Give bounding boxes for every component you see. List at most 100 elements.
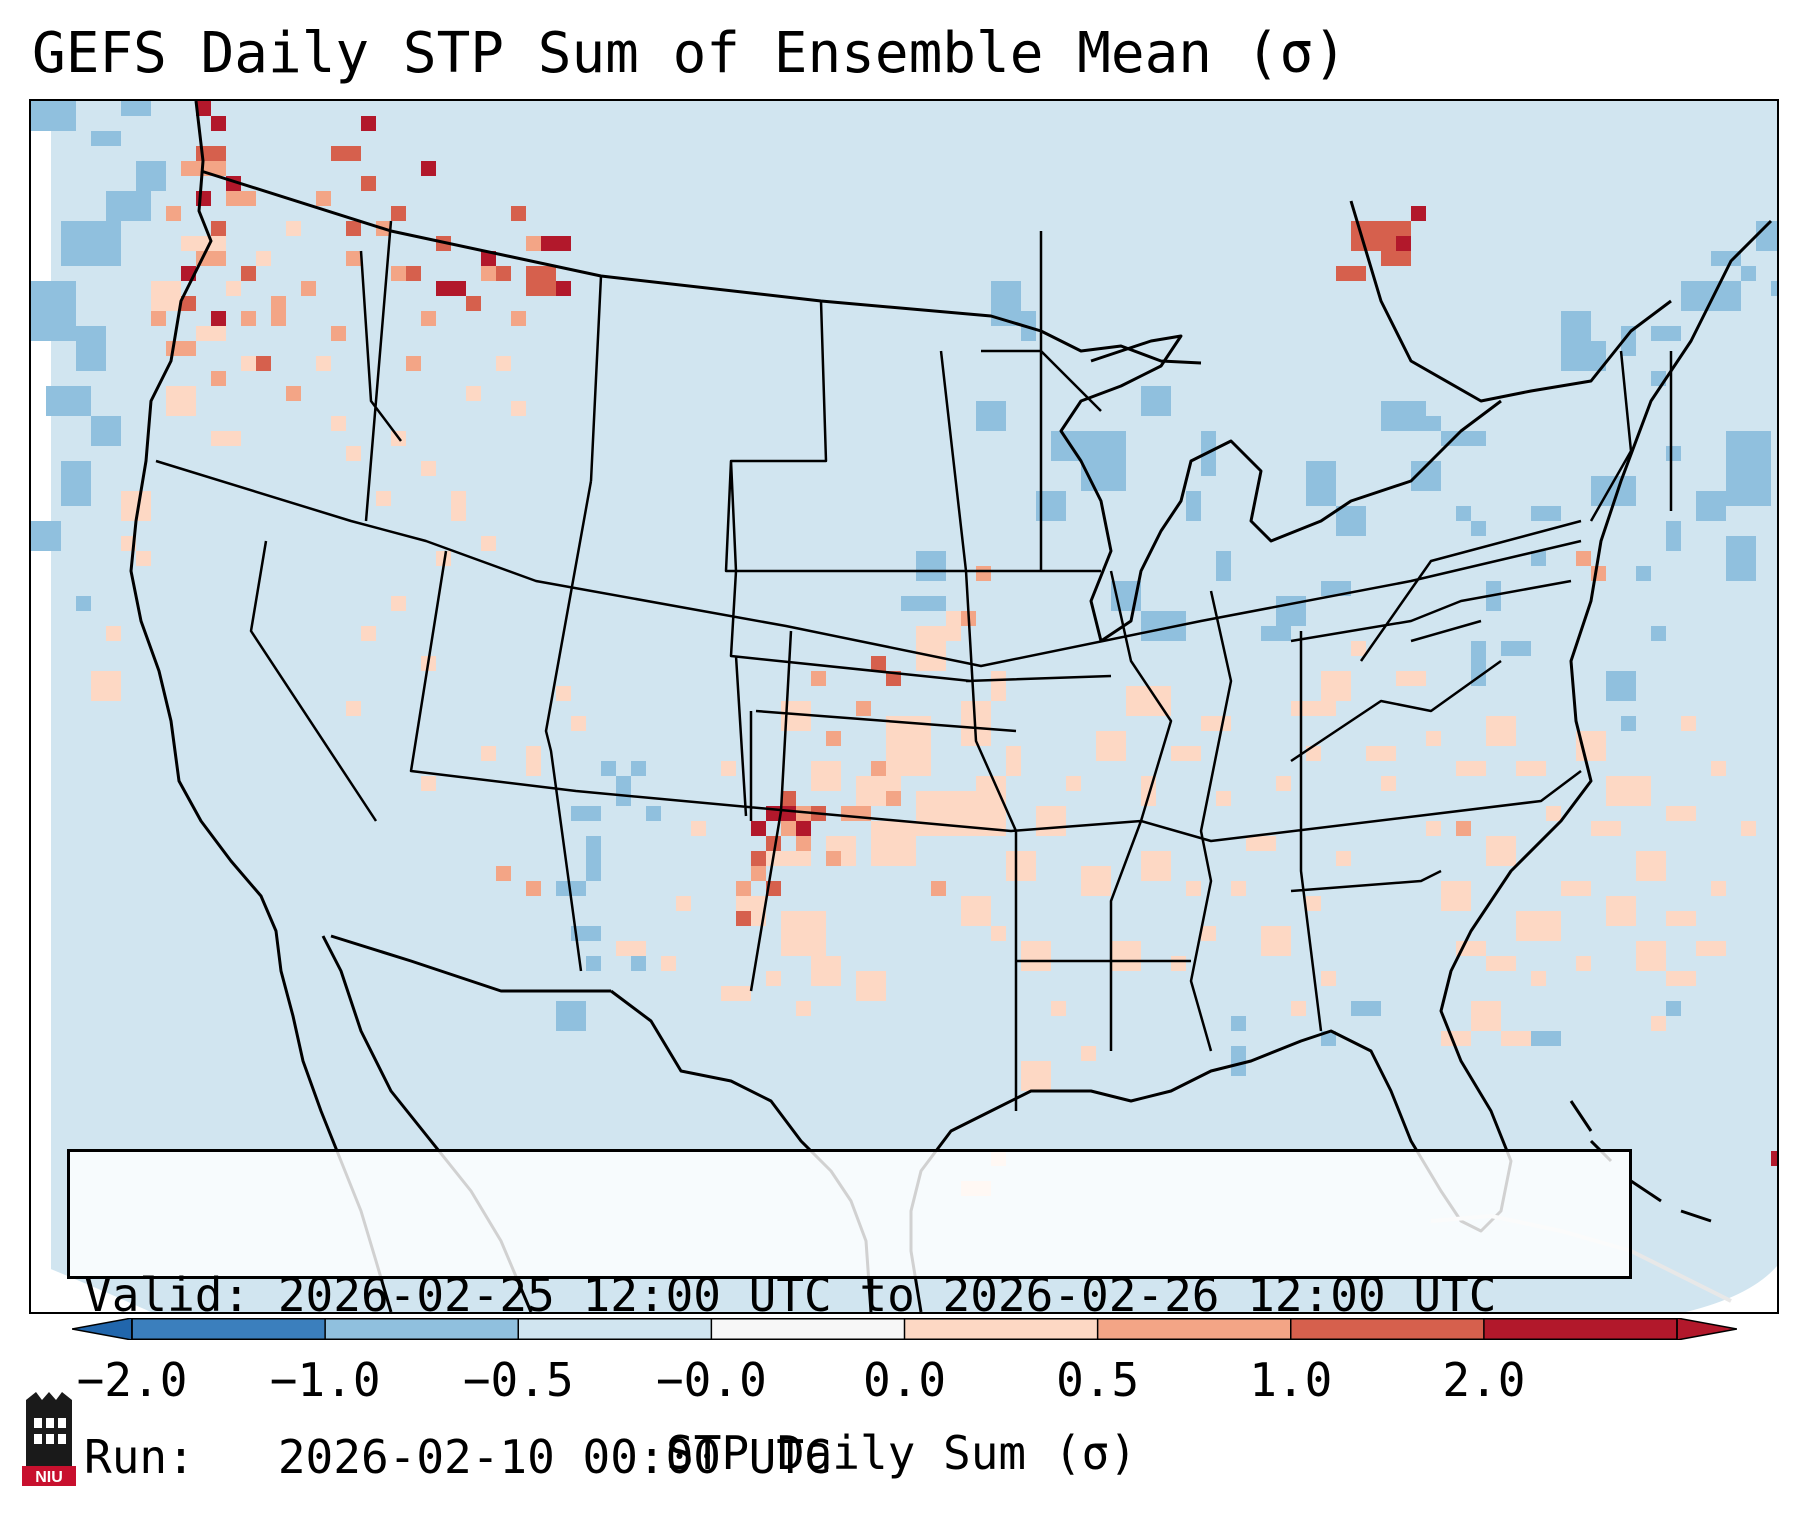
quebec-border [1349, 200, 1672, 403]
field-cell [1696, 491, 1726, 521]
field-cell [226, 191, 256, 206]
field-cell [736, 881, 751, 896]
field-cell [766, 971, 781, 986]
field-cell [1531, 551, 1546, 566]
field-cell [31, 521, 61, 551]
field-cell [181, 296, 196, 311]
colorbar-segment [711, 1318, 905, 1340]
coastlines-and-borders [129, 101, 1773, 1312]
field-cell [1441, 1031, 1471, 1046]
colorbar-tick-label: 0.5 [1056, 1353, 1140, 1407]
field-cell [1321, 671, 1351, 701]
field-cell [106, 626, 121, 641]
field-cell [736, 911, 751, 926]
very-high-positive-field [181, 101, 1777, 1166]
field-cell [1381, 401, 1426, 431]
field-cell [796, 1001, 811, 1016]
field-cell [1306, 461, 1336, 506]
field-cell [661, 956, 676, 971]
field-cell [1666, 446, 1681, 461]
colorbar-extend-high [1676, 1318, 1737, 1340]
field-cell [1711, 761, 1726, 776]
colorbar-segment [325, 1318, 519, 1340]
field-cell [931, 881, 946, 896]
field-cell [1381, 776, 1396, 791]
field-cell [991, 926, 1006, 941]
field-cell [616, 776, 631, 806]
field-cell [1171, 746, 1201, 761]
field-cell [631, 956, 646, 971]
field-cell [361, 116, 376, 131]
field-cell [1201, 926, 1216, 941]
field-cell [421, 161, 436, 176]
field-cell [1666, 521, 1681, 551]
field-cell [211, 221, 226, 236]
field-cell [31, 281, 76, 341]
field-cell [421, 461, 436, 476]
field-cell [436, 551, 451, 566]
field-cell [1321, 1031, 1336, 1046]
field-cell [946, 611, 961, 641]
field-cell [91, 416, 121, 446]
field-cell [886, 791, 901, 806]
field-cell [1066, 776, 1081, 791]
field-cell [1666, 971, 1696, 986]
field-cell [496, 266, 511, 281]
field-cell [1711, 881, 1726, 896]
field-cell [1456, 506, 1471, 521]
field-cell [1756, 221, 1777, 251]
field-cell [1501, 1031, 1531, 1046]
field-cell [1021, 1061, 1051, 1091]
colorbar-extend-low [72, 1318, 133, 1340]
field-cell [796, 836, 811, 851]
projection-edge-lower-right [1686, 1266, 1777, 1312]
field-cell [1306, 896, 1321, 911]
field-cell [1006, 746, 1021, 776]
field-cell [526, 266, 556, 296]
field-cell [466, 296, 481, 311]
field-cell [976, 776, 1006, 836]
field-cell [1141, 386, 1171, 416]
field-cell [811, 956, 841, 986]
field-cell [1426, 416, 1441, 431]
field-cell [526, 236, 541, 251]
field-cell [1036, 806, 1066, 836]
field-cell [826, 851, 841, 866]
field-cell [1531, 971, 1546, 986]
field-cell [991, 671, 1006, 701]
colorbar-tick-label: 0.0 [862, 1353, 947, 1407]
field-cell [976, 566, 991, 581]
field-cell [166, 341, 196, 356]
weak-positive-field [91, 221, 1756, 1196]
field-cell [1051, 1001, 1066, 1016]
colorbar-segment [1097, 1318, 1292, 1340]
field-cell [976, 401, 1006, 431]
field-cell [1426, 731, 1441, 746]
field-cell [886, 671, 901, 686]
us-canada-border [200, 169, 1202, 365]
field-cell [1561, 311, 1591, 371]
us-mexico-border [330, 934, 611, 993]
field-cell [256, 251, 271, 266]
field-cell [571, 806, 601, 821]
field-cell [1111, 941, 1141, 971]
field-cell [91, 131, 121, 146]
field-cell [616, 941, 646, 956]
field-cell [1231, 1016, 1246, 1031]
field-cell [61, 461, 91, 506]
field-cell [1171, 956, 1186, 971]
field-cell [361, 176, 376, 191]
field-cell [751, 866, 766, 881]
field-cell [586, 836, 601, 881]
field-cell [346, 446, 361, 461]
field-cell [1681, 281, 1741, 311]
field-cell [1411, 206, 1426, 221]
pacific-coastline [129, 101, 393, 1312]
field-cell [481, 746, 496, 761]
field-cell [346, 701, 361, 716]
field-cell [241, 356, 256, 371]
field-cell [1591, 821, 1621, 836]
field-cell [1606, 896, 1636, 926]
field-cell [1726, 431, 1771, 506]
field-cell [121, 101, 151, 116]
